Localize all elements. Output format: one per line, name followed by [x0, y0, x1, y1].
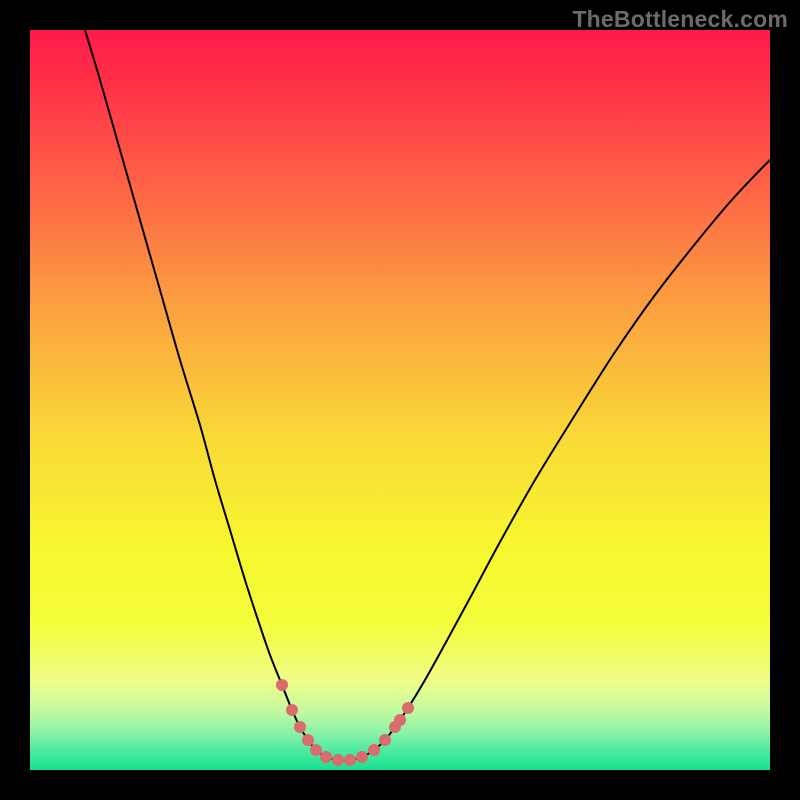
curve-marker [286, 704, 298, 716]
curve-marker [368, 744, 380, 756]
gradient-background [30, 30, 770, 770]
chart-frame: TheBottleneck.com [0, 0, 800, 800]
curve-marker [344, 754, 356, 766]
curve-marker [394, 714, 406, 726]
curve-marker [294, 721, 306, 733]
curve-marker [332, 754, 344, 766]
curve-marker [402, 702, 414, 714]
curve-marker [320, 751, 332, 763]
watermark-text: TheBottleneck.com [572, 6, 788, 33]
plot-area [30, 30, 770, 770]
plot-svg [30, 30, 770, 770]
curve-marker [379, 734, 391, 746]
curve-marker [302, 734, 314, 746]
curve-marker [356, 751, 368, 763]
curve-marker [276, 679, 288, 691]
curve-marker [310, 744, 322, 756]
